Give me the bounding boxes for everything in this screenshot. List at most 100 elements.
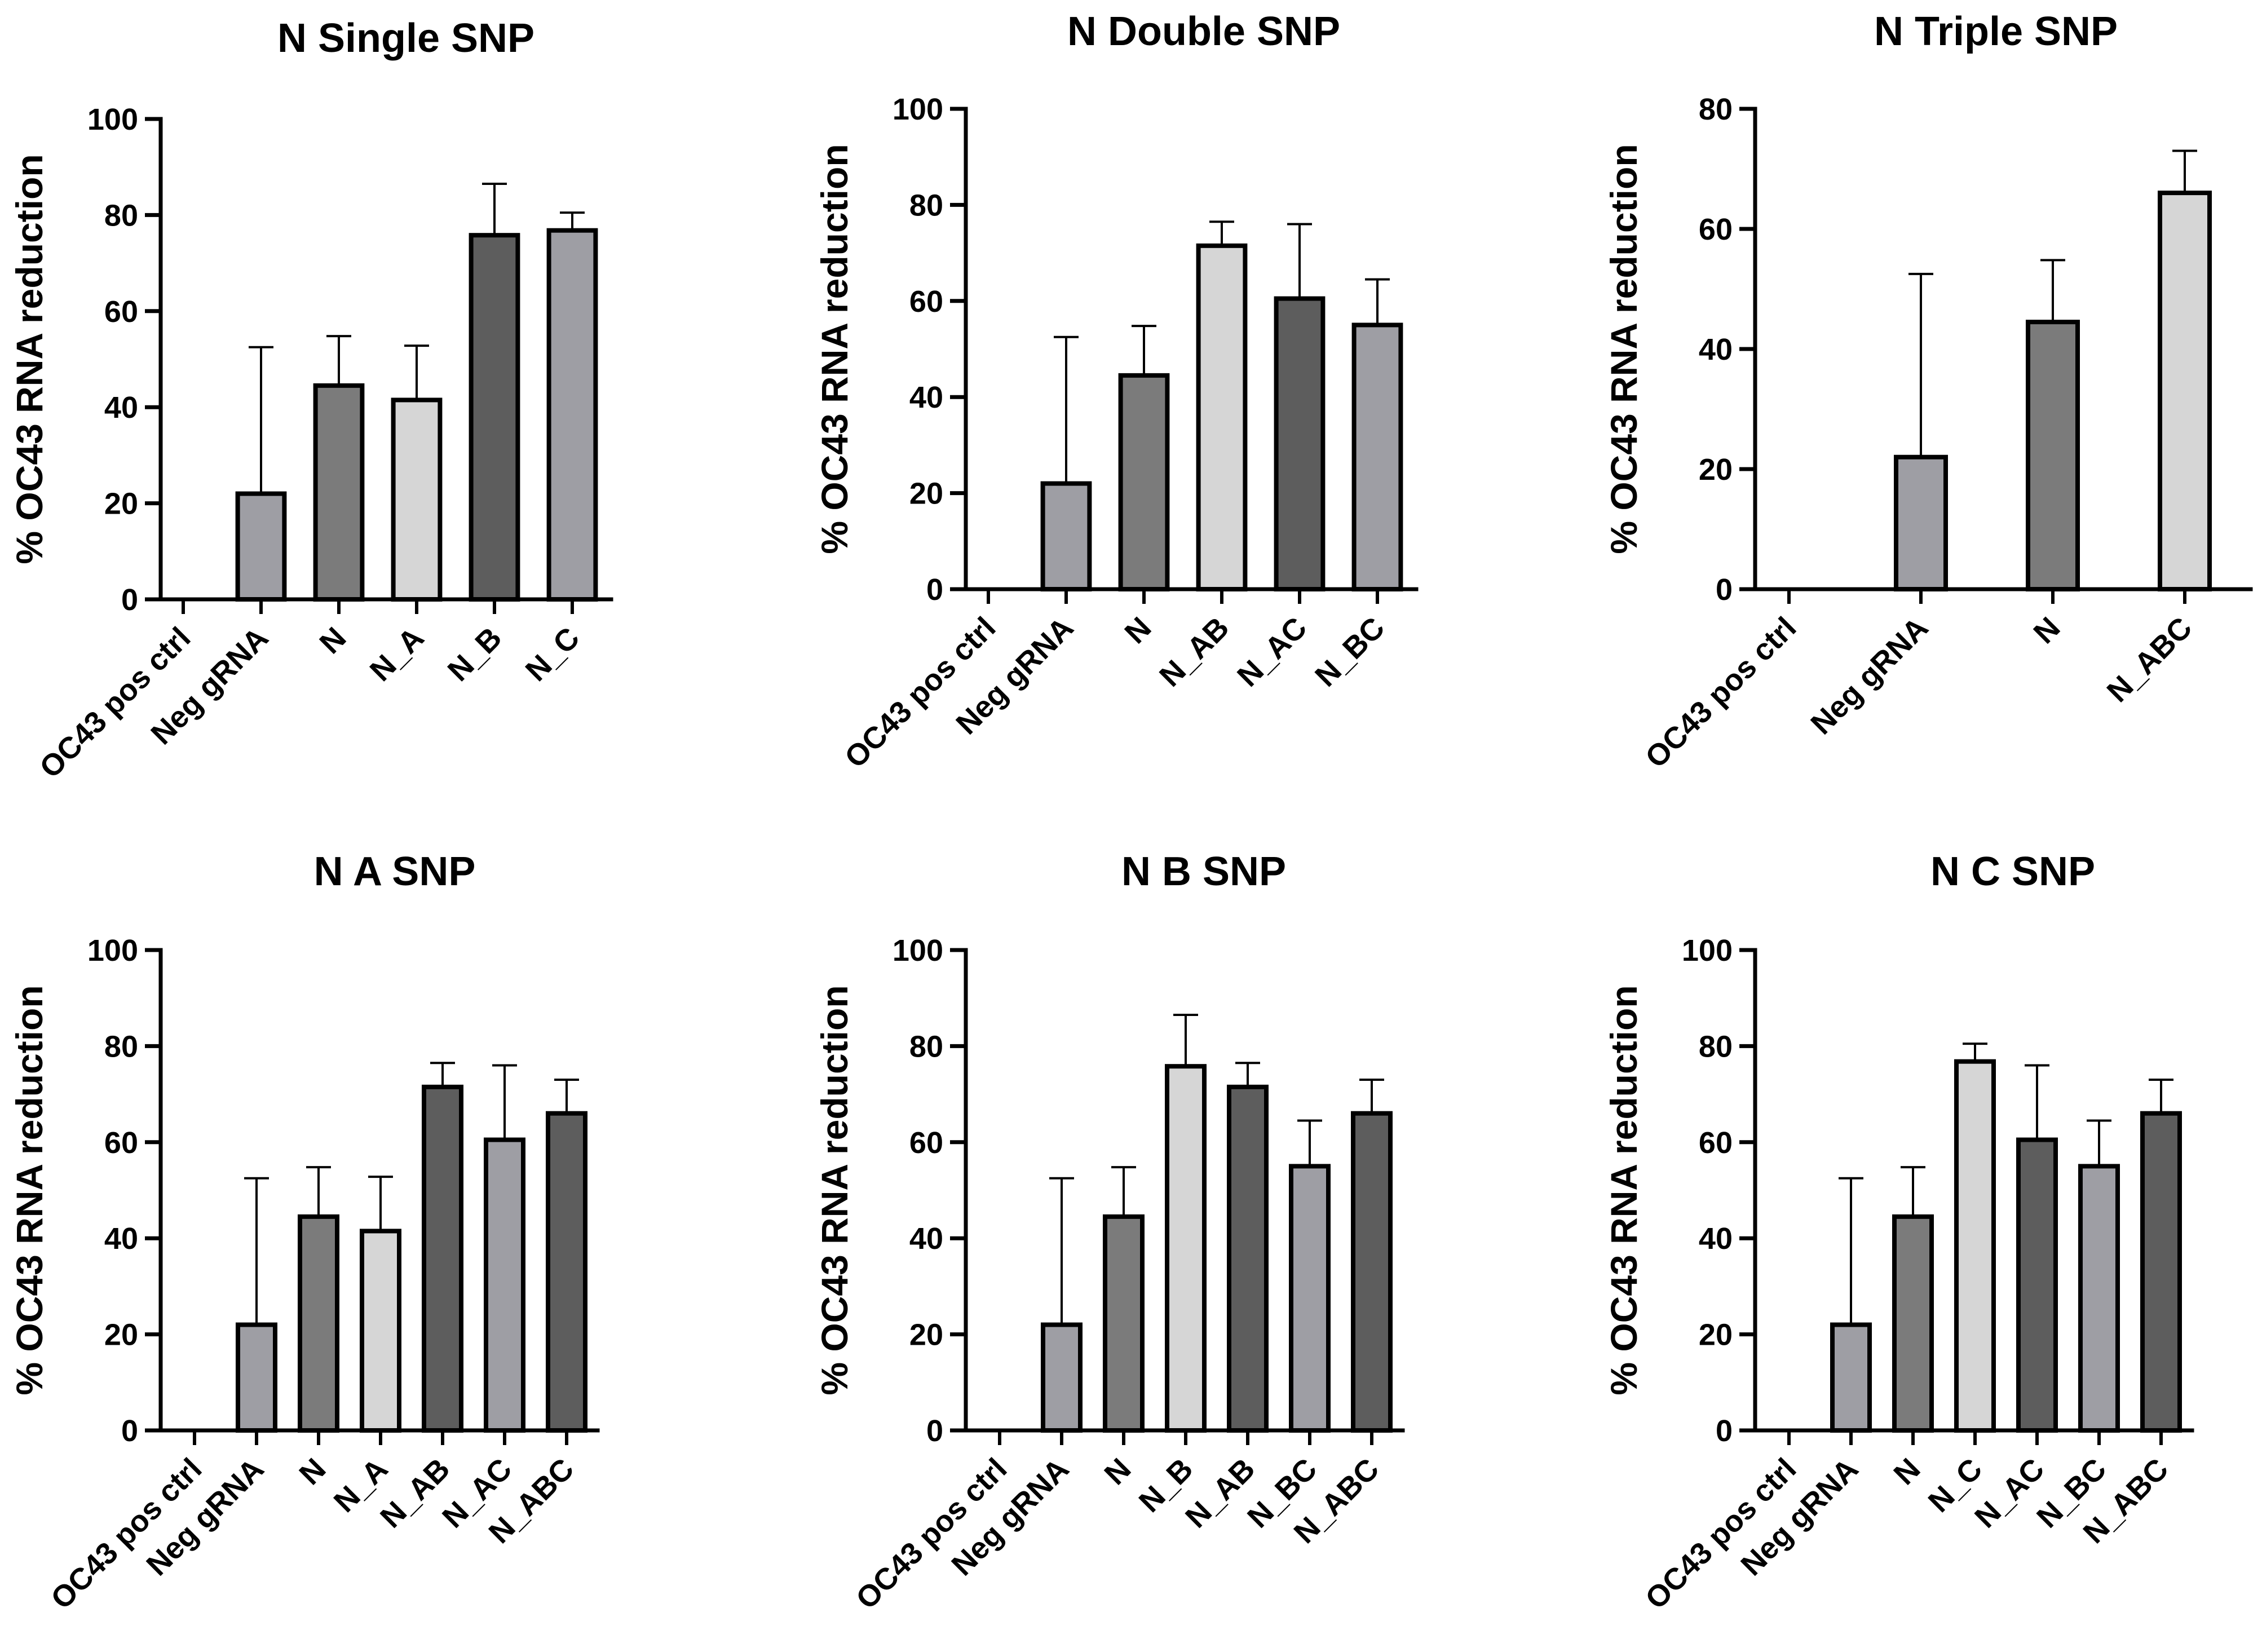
bar <box>469 233 520 602</box>
chart-panel-1: N Single SNP % OC43 RNA reduction 0 20 40 60 8… <box>8 16 613 785</box>
x-category-label: N_AB <box>1179 1452 1261 1534</box>
chart-title: N Double SNP <box>1067 9 1340 54</box>
y-axis-label: % OC43 RNA reduction <box>814 144 855 554</box>
y-tick-label: 20 <box>1699 453 1733 487</box>
bar <box>2078 1164 2120 1433</box>
y-tick-label: 60 <box>1699 213 1733 246</box>
x-category-label: N <box>2027 611 2066 650</box>
bar <box>313 383 365 602</box>
chart-panel-2: N Double SNP % OC43 RNA reduction 0 20 40 60 8… <box>814 9 1419 775</box>
y-tick-label: 0 <box>121 1414 138 1448</box>
x-category-label: N <box>313 621 352 660</box>
y-tick-label: 60 <box>104 295 138 329</box>
y-tick-label: 80 <box>104 1030 138 1063</box>
y-tick-label: 80 <box>909 188 943 222</box>
bar <box>1894 454 1948 592</box>
y-tick-label: 40 <box>1699 1222 1733 1256</box>
chart-title: N Single SNP <box>277 16 534 61</box>
y-tick-label: 0 <box>121 583 138 617</box>
chart-title: N A SNP <box>314 849 476 894</box>
bar <box>2158 191 2212 592</box>
bar <box>1830 1322 1872 1433</box>
y-tick-label: 100 <box>87 934 138 968</box>
bar <box>2026 320 2080 591</box>
bar <box>546 1111 587 1433</box>
bar <box>546 228 598 602</box>
x-category-label: Neg gRNA <box>1804 611 1934 741</box>
y-tick-label: 80 <box>104 198 138 232</box>
x-category-label: OC43 pos ctrl <box>1639 611 1803 775</box>
bar <box>236 1322 277 1433</box>
y-tick-label: 0 <box>1716 1414 1733 1448</box>
y-tick-label: 20 <box>1699 1318 1733 1352</box>
bar <box>1118 373 1170 591</box>
y-tick-label: 80 <box>1699 92 1733 126</box>
bar <box>484 1137 525 1433</box>
y-tick-label: 20 <box>909 1318 943 1352</box>
y-tick-label: 20 <box>104 1318 138 1352</box>
bar <box>1892 1214 1934 1433</box>
y-axis-label: % OC43 RNA reduction <box>8 985 50 1395</box>
y-tick-label: 20 <box>909 477 943 511</box>
x-category-label: N_A <box>364 621 431 688</box>
x-category-label: N_AB <box>1153 611 1235 693</box>
bar <box>1289 1164 1331 1433</box>
bar <box>391 397 443 602</box>
bar <box>2140 1111 2182 1433</box>
x-category-label: N_ABC <box>2101 611 2199 709</box>
bar <box>1274 296 1326 591</box>
bar <box>1227 1084 1269 1433</box>
bar <box>1103 1214 1145 1433</box>
y-tick-label: 40 <box>909 381 943 414</box>
chart-panel-3: N Triple SNP % OC43 RNA reduction 0 20 40 60 8… <box>1603 9 2253 775</box>
x-category-label: N_AB <box>374 1452 456 1534</box>
chart-panel-4: N A SNP% OC43 RNA reduction020406080100O… <box>8 849 600 1616</box>
chart-title: N C SNP <box>1930 849 2095 894</box>
y-tick-label: 40 <box>104 391 138 425</box>
y-axis-label: % OC43 RNA reduction <box>1603 144 1645 554</box>
bar <box>360 1229 401 1433</box>
bar <box>298 1214 339 1433</box>
chart-title: N Triple SNP <box>1874 9 2118 54</box>
bar <box>235 491 287 602</box>
bar <box>1040 481 1092 591</box>
chart-title: N B SNP <box>1121 849 1286 894</box>
x-category-label: N <box>1098 1452 1137 1491</box>
x-category-label: N_AC <box>1968 1452 2051 1534</box>
y-tick-label: 20 <box>104 487 138 521</box>
x-category-label: N_AC <box>1231 611 1313 693</box>
y-tick-label: 0 <box>926 1414 943 1448</box>
chart-panel-5: N B SNP% OC43 RNA reduction020406080100O… <box>814 849 1405 1616</box>
y-tick-label: 100 <box>893 92 943 126</box>
y-tick-label: 80 <box>909 1030 943 1063</box>
y-tick-label: 60 <box>909 1126 943 1160</box>
y-tick-label: 0 <box>1716 573 1733 607</box>
y-axis-label: % OC43 RNA reduction <box>8 154 50 564</box>
y-tick-label: 40 <box>909 1222 943 1256</box>
bar <box>1954 1059 1996 1433</box>
x-category-label: N <box>1118 611 1157 650</box>
x-category-label: N <box>293 1452 332 1491</box>
y-tick-label: 100 <box>87 103 138 136</box>
y-tick-label: 40 <box>1699 333 1733 366</box>
bar <box>1351 323 1403 592</box>
x-category-label: N_C <box>519 621 586 688</box>
bar <box>1351 1111 1393 1433</box>
y-tick-label: 80 <box>1699 1030 1733 1063</box>
bar <box>1165 1064 1207 1433</box>
bar <box>1041 1322 1083 1433</box>
x-category-label: N_B <box>441 621 509 688</box>
chart-panel-6: N C SNP% OC43 RNA reduction020406080100O… <box>1603 849 2194 1616</box>
y-axis-label: % OC43 RNA reduction <box>1603 985 1645 1395</box>
x-category-label: N_BC <box>1309 611 1391 693</box>
y-tick-label: 60 <box>104 1126 138 1160</box>
y-tick-label: 0 <box>926 573 943 607</box>
bar <box>1196 243 1248 591</box>
y-tick-label: 60 <box>909 285 943 319</box>
y-tick-label: 60 <box>1699 1126 1733 1160</box>
y-tick-label: 40 <box>104 1222 138 1256</box>
bar <box>422 1084 463 1433</box>
y-tick-label: 100 <box>1682 934 1733 968</box>
bar <box>2016 1137 2058 1433</box>
